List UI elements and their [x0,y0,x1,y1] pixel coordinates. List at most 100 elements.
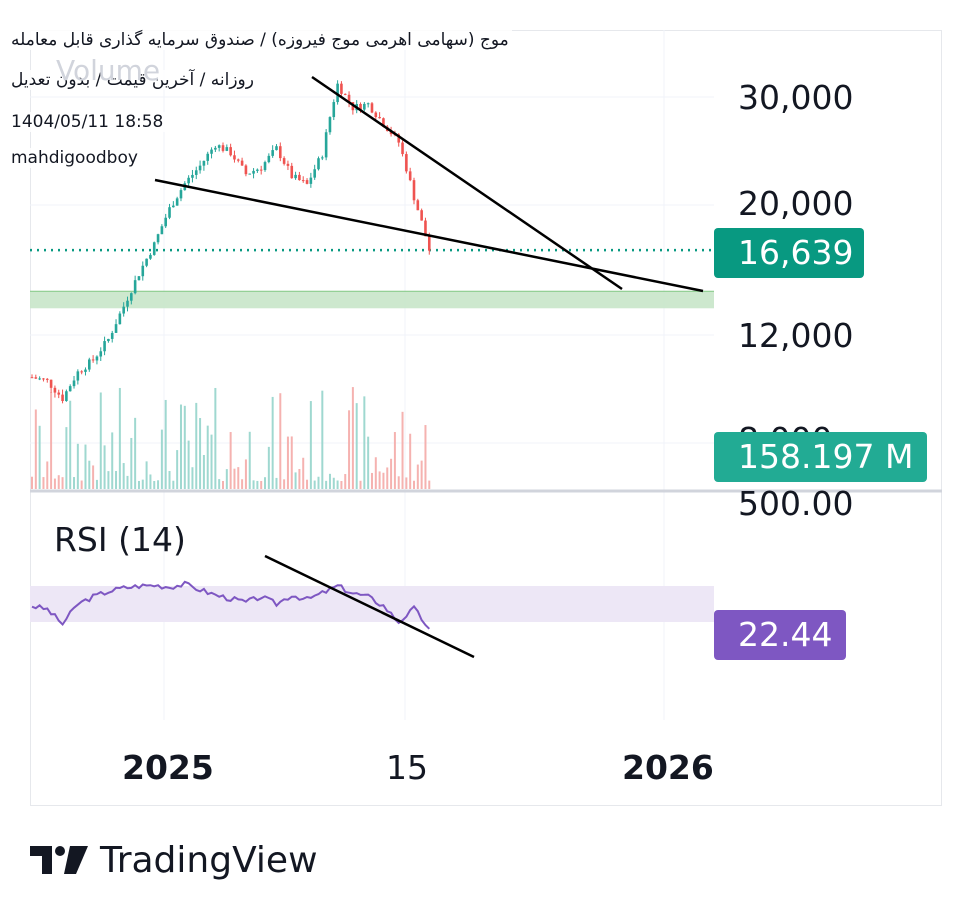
candle [301,180,305,182]
volume-bar [237,467,240,489]
volume-value-tag: 158.197 M [714,432,927,482]
candle [103,341,106,352]
volume-bar [298,469,301,489]
volume-bar [50,392,53,489]
candle [321,157,324,159]
volume-bar [367,436,370,489]
volume-bar [271,396,274,489]
candle [313,169,316,178]
candle [336,83,339,103]
candle [126,300,129,307]
candle [290,165,294,179]
candle [187,177,190,184]
volume-bar [141,479,144,489]
candle [38,378,41,380]
candle [412,180,416,201]
candle [30,377,34,379]
volume-bar [413,480,415,489]
tradingview-icon [30,846,88,874]
volume-bar [69,400,72,489]
candle [202,160,206,166]
rsi-band [30,586,714,622]
candle [359,104,362,110]
rsi-line [31,580,430,630]
candle [152,242,156,255]
volume-bar [172,480,175,489]
volume-bar [187,440,190,489]
candle [317,158,320,170]
candle [286,163,290,166]
candle [343,93,347,95]
candle [122,306,125,314]
candle [95,356,99,361]
candle [194,170,198,175]
candle [118,313,122,325]
candle [160,226,164,235]
candle [248,173,252,175]
candle [65,391,68,402]
candle [298,174,301,181]
volume-bar [241,479,244,489]
volume-bar [160,429,163,489]
last-price-tag: 16,639 [714,228,864,278]
volume-bar [206,425,209,489]
volume-bar [260,480,263,489]
candle [133,280,137,294]
candle [263,162,267,171]
candle [91,359,95,361]
candle [282,158,286,164]
volume-bar [53,478,56,489]
candle [141,265,145,277]
candle [172,205,175,208]
volume-bar [115,470,118,489]
tradingview-logo[interactable]: TradingView [30,840,318,881]
volume-bar [244,459,247,489]
candle [420,210,423,221]
candle [114,324,118,333]
volume-bar [157,480,160,489]
volume-bar [57,475,60,489]
volume-bar [294,472,297,489]
candle [279,146,282,159]
candle [68,386,72,392]
candle [229,147,232,156]
volume-bar [38,425,41,489]
candle [294,174,297,179]
volume-bar [191,467,194,489]
volume-bar [378,471,381,489]
candle [214,147,217,150]
volume-bar [306,479,309,489]
volume-bar [31,476,33,489]
volume-bar [397,476,400,489]
volume-bar [321,390,324,489]
volume-bar [164,399,167,489]
volume-bar [46,461,49,489]
volume-bar [222,480,224,489]
candle [210,149,213,154]
candle [137,276,141,281]
volume-bar [370,472,373,489]
candle [175,198,179,206]
volume-bar [363,396,366,489]
volume-bar [183,405,186,489]
volume-bar [374,457,377,489]
volume-bar [248,431,251,489]
candle [309,177,313,184]
x-tick-2026: 2026 [622,748,714,787]
candle [236,159,240,161]
rsi-value-tag: 22.44 [714,610,846,660]
volume-bar [202,454,205,489]
volume-bar [210,434,213,489]
candle [233,155,236,160]
volume-bar [348,410,351,489]
candle [206,153,210,161]
volume-bar [168,470,171,489]
candle [259,169,263,171]
volume-bar [130,437,133,489]
candle [424,220,427,237]
volume-bar [283,479,286,489]
volume-bar [153,480,156,489]
volume-bar [420,460,423,489]
trendline-lower [154,178,704,293]
